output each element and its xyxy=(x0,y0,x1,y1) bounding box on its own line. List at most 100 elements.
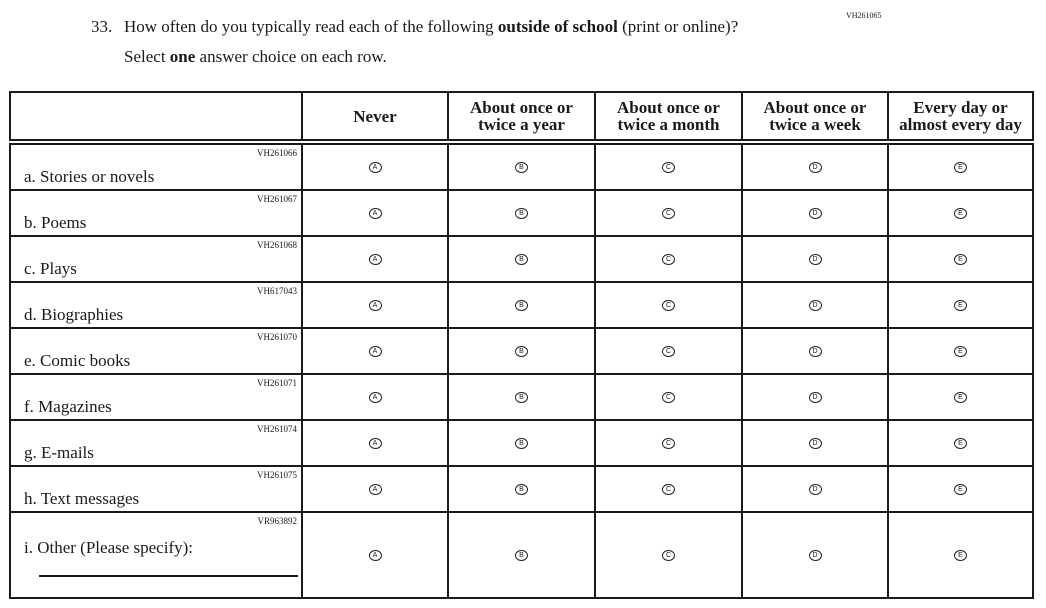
option-cell: C xyxy=(594,327,743,375)
answer-bubble[interactable]: A xyxy=(368,345,382,357)
answer-bubble[interactable]: A xyxy=(368,207,382,219)
answer-bubble[interactable]: D xyxy=(808,483,822,495)
answer-bubble[interactable]: E xyxy=(954,437,967,449)
specify-input[interactable] xyxy=(39,575,298,577)
answer-bubble[interactable]: B xyxy=(515,299,528,311)
column-header: Never xyxy=(301,91,449,145)
row-label-cell: VH261075 h. Text messages xyxy=(9,465,303,513)
answer-bubble[interactable]: A xyxy=(368,253,382,265)
row-label-cell: VH261074 g. E-mails xyxy=(9,419,303,467)
answer-bubble[interactable]: A xyxy=(368,437,382,449)
item-label: c. Plays xyxy=(24,259,77,278)
answer-bubble[interactable]: A xyxy=(368,483,382,495)
option-cell: E xyxy=(887,373,1034,421)
column-header-line1: About once or xyxy=(617,98,720,117)
row-label-cell: VH261066 a. Stories or novels xyxy=(9,141,303,191)
option-cell: E xyxy=(887,419,1034,467)
option-cell: A xyxy=(301,235,449,283)
answer-bubble[interactable]: B xyxy=(515,207,528,219)
item-id: VH261071 xyxy=(257,378,297,388)
answer-bubble[interactable]: D xyxy=(808,549,822,561)
option-cell: A xyxy=(301,189,449,237)
item-id: VH261074 xyxy=(257,424,297,434)
answer-bubble[interactable]: E xyxy=(954,549,967,561)
answer-bubble[interactable]: D xyxy=(808,253,822,265)
option-cell: B xyxy=(447,373,596,421)
column-header-line2: twice a week xyxy=(769,115,861,134)
option-cell: A xyxy=(301,141,449,191)
answer-bubble[interactable]: B xyxy=(515,391,528,403)
item-id: VH261075 xyxy=(257,470,297,480)
instruction-emphasis: one xyxy=(169,47,196,66)
answer-bubble[interactable]: E xyxy=(954,299,967,311)
answer-bubble[interactable]: B xyxy=(515,345,528,357)
row-label-cell: VH261070 e. Comic books xyxy=(9,327,303,375)
answer-bubble[interactable]: C xyxy=(662,391,675,403)
option-cell: D xyxy=(741,189,889,237)
item-label: f. Magazines xyxy=(24,397,112,416)
column-header-line1: Never xyxy=(353,106,397,126)
answer-bubble[interactable]: E xyxy=(954,483,967,495)
option-cell: C xyxy=(594,419,743,467)
option-cell: B xyxy=(447,327,596,375)
answer-bubble[interactable]: B xyxy=(515,161,528,173)
table-row: VR963892 i. Other (Please specify): A B C D E xyxy=(9,511,1034,599)
answer-bubble[interactable]: E xyxy=(954,345,967,357)
item-label: i. Other (Please specify): xyxy=(24,538,193,557)
answer-bubble[interactable]: A xyxy=(368,549,382,561)
answer-bubble[interactable]: E xyxy=(954,253,967,265)
answer-bubble[interactable]: E xyxy=(954,391,967,403)
answer-bubble[interactable]: D xyxy=(808,437,822,449)
option-cell: A xyxy=(301,465,449,513)
question-pre: How often do you typically read each of … xyxy=(124,17,498,36)
answer-bubble[interactable]: C xyxy=(662,207,675,219)
answer-bubble[interactable]: C xyxy=(662,483,675,495)
row-label-cell: VR963892 i. Other (Please specify): xyxy=(9,511,303,599)
item-label: h. Text messages xyxy=(24,489,140,508)
answer-bubble[interactable]: D xyxy=(808,299,822,311)
answer-bubble[interactable]: C xyxy=(662,161,675,173)
table-row: VH261067 b. Poems A B C D E xyxy=(9,189,1034,237)
instruction-pre: Select xyxy=(124,47,170,66)
option-cell: B xyxy=(447,189,596,237)
header-row: Never About once or twice a year About once… xyxy=(9,91,1034,145)
answer-bubble[interactable]: C xyxy=(662,549,675,561)
option-cell: B xyxy=(447,465,596,513)
table-row: VH261074 g. E-mails A B C D E xyxy=(9,419,1034,467)
answer-bubble[interactable]: E xyxy=(954,207,967,219)
answer-bubble[interactable]: D xyxy=(808,345,822,357)
column-header-line1: About once or xyxy=(763,98,867,117)
answer-bubble[interactable]: B xyxy=(515,483,528,495)
answer-bubble[interactable]: D xyxy=(808,161,822,173)
answer-bubble[interactable]: A xyxy=(368,161,382,173)
answer-bubble[interactable]: C xyxy=(662,345,675,357)
answer-bubble[interactable]: D xyxy=(808,207,822,219)
answer-bubble[interactable]: B xyxy=(515,549,528,561)
option-cell: D xyxy=(741,373,889,421)
answer-bubble[interactable]: A xyxy=(368,391,382,403)
item-label: d. Biographies xyxy=(24,305,124,324)
option-cell: E xyxy=(887,281,1034,329)
header-blank xyxy=(9,91,303,145)
column-header: Every day or almost every day xyxy=(887,91,1034,145)
column-header-line2: twice a year xyxy=(478,115,565,134)
column-header: About once or twice a year xyxy=(447,91,596,145)
option-cell: A xyxy=(301,511,449,599)
answer-bubble[interactable]: D xyxy=(808,391,822,403)
answer-bubble[interactable]: B xyxy=(515,253,528,265)
option-cell: E xyxy=(887,327,1034,375)
option-cell: B xyxy=(447,419,596,467)
answer-bubble[interactable]: E xyxy=(954,161,967,173)
answer-bubble[interactable]: C xyxy=(662,299,675,311)
item-id: VH261070 xyxy=(257,332,297,342)
question-id: VH261065 xyxy=(846,11,882,20)
option-cell: A xyxy=(301,327,449,375)
answer-bubble[interactable]: A xyxy=(368,299,382,311)
answer-bubble[interactable]: B xyxy=(515,437,528,449)
question-number: 33. xyxy=(91,17,113,36)
column-header-line2: almost every day xyxy=(899,115,1022,134)
answer-bubble[interactable]: C xyxy=(662,437,675,449)
response-grid: Never About once or twice a year About once… xyxy=(9,91,1034,599)
answer-bubble[interactable]: C xyxy=(662,253,675,265)
option-cell: C xyxy=(594,189,743,237)
